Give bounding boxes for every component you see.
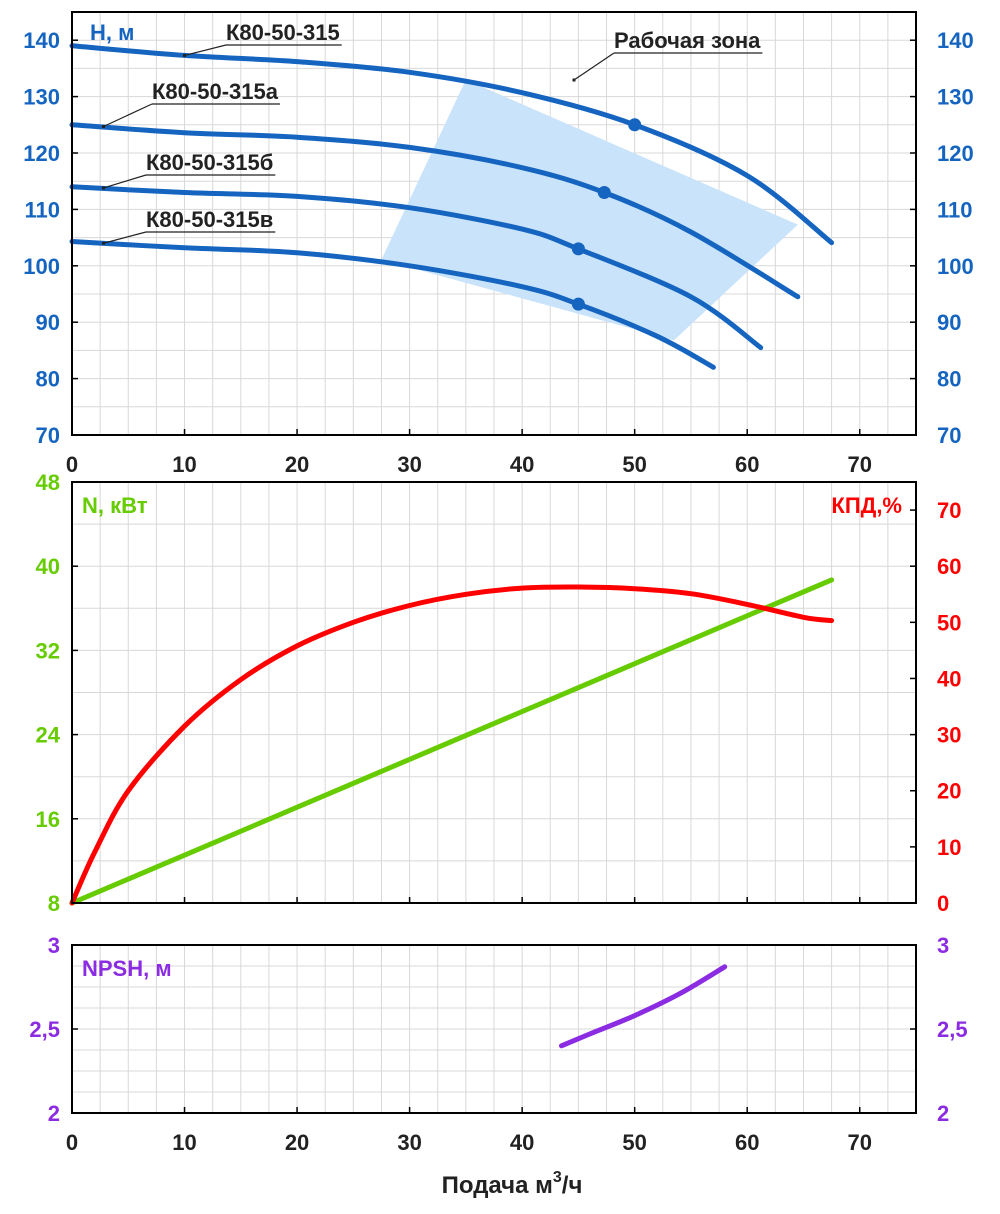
x-axis-label-main: Подача м bbox=[442, 1172, 553, 1199]
working-zone-label: Рабочая зона bbox=[614, 28, 761, 53]
head-y-tick-label-right: 120 bbox=[937, 141, 974, 166]
power-y-tick-label: 48 bbox=[36, 470, 60, 495]
head-curve-2-duty-point bbox=[597, 185, 611, 199]
working-zone-label-leader bbox=[573, 52, 615, 81]
npsh-curve bbox=[559, 964, 728, 1049]
head-curve-4 bbox=[69, 239, 716, 370]
efficiency-y-tick-label: 50 bbox=[937, 610, 961, 635]
head-y-tick-label-left: 120 bbox=[23, 141, 60, 166]
npsh-y-tick-label-right: 3 bbox=[937, 933, 949, 958]
power-y-tick-label: 32 bbox=[36, 638, 60, 663]
power-axis-title: N, кВт bbox=[82, 493, 148, 518]
head-y-tick-label-right: 70 bbox=[937, 423, 961, 448]
x-tick-label: 20 bbox=[285, 1130, 309, 1155]
series-label-2: К80-50-315а bbox=[152, 79, 279, 104]
head-curve-3-duty-point bbox=[571, 242, 585, 256]
npsh-y-tick-label-right: 2 bbox=[937, 1101, 949, 1126]
series-label-anchor-dot bbox=[102, 241, 106, 245]
efficiency-y-tick-label: 60 bbox=[937, 554, 961, 579]
series-label-anchor-dot bbox=[183, 53, 187, 57]
efficiency-y-tick-label: 10 bbox=[937, 835, 961, 860]
x-tick-label: 50 bbox=[622, 1130, 646, 1155]
working-zone-anchor-dot bbox=[572, 78, 576, 82]
head-curve-3 bbox=[69, 184, 764, 351]
efficiency-y-tick-label: 30 bbox=[937, 723, 961, 748]
x-tick-label: 0 bbox=[66, 1130, 78, 1155]
x-tick-label: 20 bbox=[285, 452, 309, 477]
head-curve-1-duty-point bbox=[628, 118, 642, 132]
working-zone-area bbox=[381, 79, 798, 341]
x-tick-label: 10 bbox=[172, 452, 196, 477]
head-y-tick-label-right: 80 bbox=[937, 367, 961, 392]
efficiency-y-tick-label: 40 bbox=[937, 666, 961, 691]
head-y-tick-label-left: 130 bbox=[23, 85, 60, 110]
npsh-axis-title: NPSH, м bbox=[82, 956, 172, 981]
series-label-3: К80-50-315б bbox=[146, 150, 273, 175]
npsh-y-tick-label-right: 2,5 bbox=[937, 1017, 968, 1042]
x-tick-label: 40 bbox=[510, 452, 534, 477]
head-y-tick-label-right: 130 bbox=[937, 85, 974, 110]
power-y-tick-label: 8 bbox=[48, 891, 60, 916]
power-y-tick-label: 24 bbox=[36, 723, 61, 748]
head-y-tick-label-left: 140 bbox=[23, 28, 60, 53]
x-axis-label-tail: /ч bbox=[562, 1172, 583, 1199]
efficiency-y-tick-label: 70 bbox=[937, 498, 961, 523]
head-curve-2 bbox=[69, 122, 801, 300]
head-y-tick-label-left: 70 bbox=[36, 423, 60, 448]
x-tick-label: 30 bbox=[397, 452, 421, 477]
npsh-y-tick-label-left: 3 bbox=[48, 933, 60, 958]
power-panel-frame bbox=[71, 481, 917, 904]
efficiency-curve bbox=[69, 584, 835, 906]
efficiency-y-tick-label: 20 bbox=[937, 779, 961, 804]
head-y-tick-label-right: 140 bbox=[937, 28, 974, 53]
x-tick-label: 60 bbox=[735, 1130, 759, 1155]
x-tick-label: 10 bbox=[172, 1130, 196, 1155]
power-curve bbox=[69, 577, 835, 906]
series-label-anchor-dot bbox=[102, 186, 106, 190]
efficiency-axis-title: КПД,% bbox=[831, 493, 902, 518]
npsh-y-tick-label-left: 2 bbox=[48, 1101, 60, 1126]
x-axis-label: Подача м3/ч bbox=[442, 1169, 583, 1199]
head-y-tick-label-right: 110 bbox=[937, 197, 973, 222]
head-y-tick-label-left: 80 bbox=[36, 367, 60, 392]
x-tick-label: 50 bbox=[622, 452, 646, 477]
head-y-tick-label-left: 100 bbox=[23, 254, 60, 279]
efficiency-y-tick-label: 0 bbox=[937, 891, 949, 916]
power-y-tick-label: 16 bbox=[36, 807, 60, 832]
head-y-tick-label-left: 110 bbox=[25, 197, 61, 222]
series-label-leader bbox=[184, 44, 227, 57]
x-tick-label: 40 bbox=[510, 1130, 534, 1155]
x-tick-label: 70 bbox=[847, 1130, 871, 1155]
head-axis-title: H, м bbox=[90, 20, 134, 45]
head-y-tick-label-right: 90 bbox=[937, 310, 961, 335]
x-tick-label: 30 bbox=[397, 1130, 421, 1155]
series-label-1: К80-50-315 bbox=[226, 20, 340, 45]
npsh-y-tick-label-left: 2,5 bbox=[29, 1017, 60, 1042]
head-y-tick-label-right: 100 bbox=[937, 254, 974, 279]
x-tick-label: 70 bbox=[847, 452, 871, 477]
series-label-leader bbox=[103, 231, 147, 244]
power-grid bbox=[71, 481, 917, 904]
head-curve-1 bbox=[69, 43, 835, 246]
series-label-4: К80-50-315в bbox=[146, 207, 273, 232]
x-axis-label-sup: 3 bbox=[553, 1169, 562, 1186]
x-tick-label: 60 bbox=[735, 452, 759, 477]
series-label-anchor-dot bbox=[102, 124, 106, 128]
x-tick-label: 0 bbox=[66, 452, 78, 477]
head-curve-4-duty-point bbox=[571, 297, 585, 311]
power-y-tick-label: 40 bbox=[36, 554, 60, 579]
head-panel-frame bbox=[71, 11, 917, 436]
npsh-grid bbox=[71, 944, 917, 1114]
series-label-leader bbox=[103, 103, 153, 128]
series-label-leader bbox=[103, 174, 147, 189]
head-y-tick-label-left: 90 bbox=[36, 310, 60, 335]
